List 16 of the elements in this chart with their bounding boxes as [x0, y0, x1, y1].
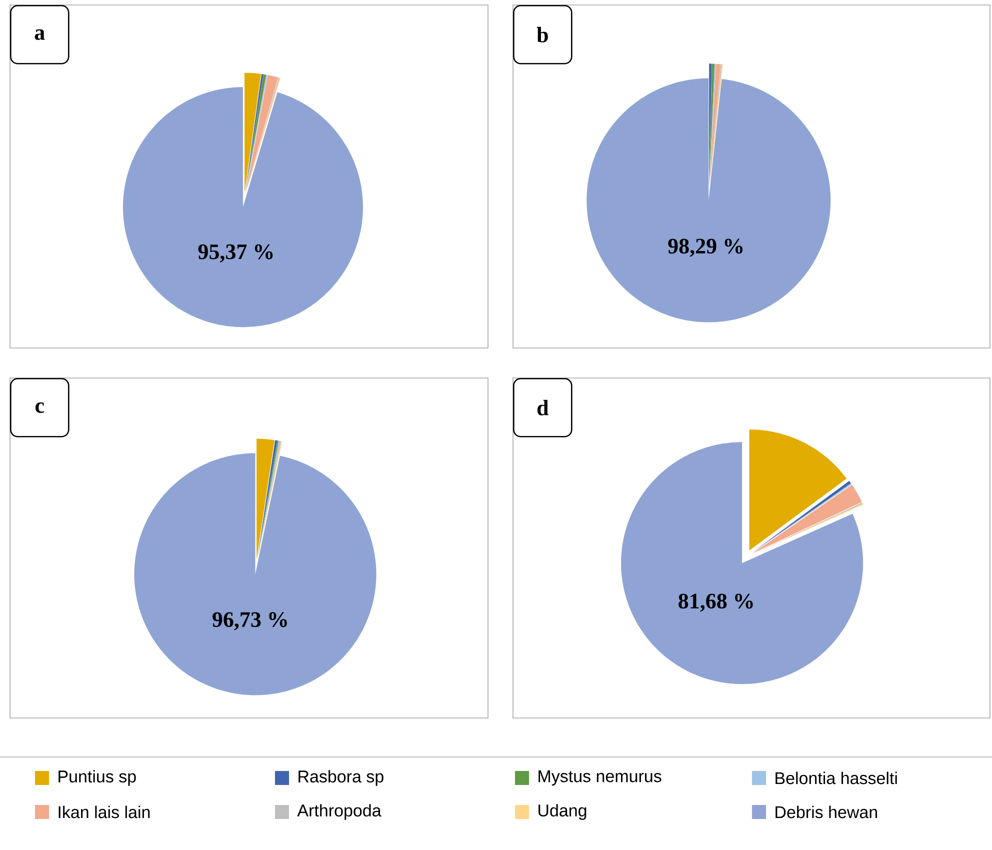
data-label: 95,37 %: [198, 244, 273, 262]
legend-label: Debris hewan: [776, 806, 878, 818]
chart-title: b: [536, 26, 548, 42]
data-label: 81,68 %: [678, 594, 753, 612]
legend-label: Rasbora sp: [298, 770, 384, 786]
legend-label: Udang: [538, 804, 586, 820]
data-label: 96,73 %: [212, 612, 287, 630]
data-label: 98,29 %: [668, 238, 743, 257]
legend-label: Arthropoda: [297, 804, 382, 820]
legend-label: Puntius sp: [58, 770, 136, 786]
legend-label: Belontia hasselti: [776, 772, 897, 784]
chart-title: c: [36, 402, 44, 413]
legend-label: Ikan lais lain: [58, 806, 150, 818]
chart-title: a: [34, 29, 45, 40]
chart-title: d: [537, 400, 549, 416]
legend-label: Mystus nemurus: [538, 770, 662, 786]
